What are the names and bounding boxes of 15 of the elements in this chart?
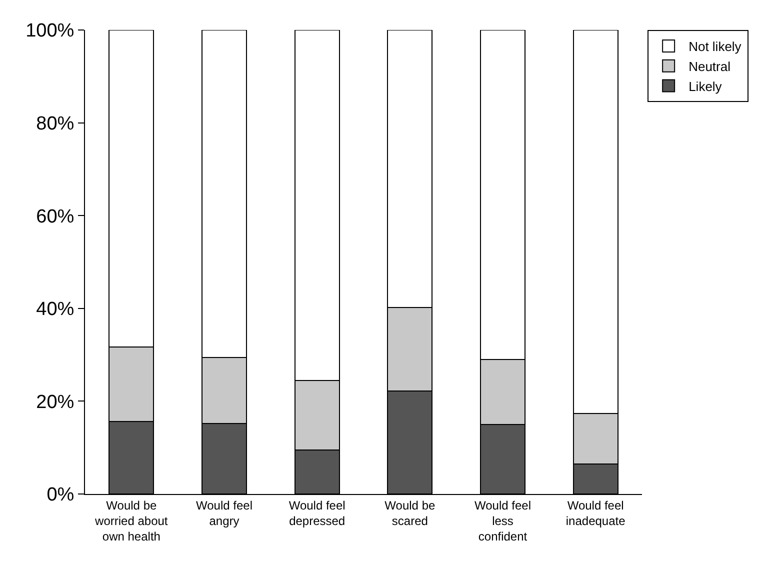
y-tick-label: 60% xyxy=(36,206,74,228)
legend-label: Not likely xyxy=(688,39,742,54)
y-tick-label: 100% xyxy=(26,20,74,42)
y-tick-label: 80% xyxy=(36,113,74,134)
legend-label: Neutral xyxy=(688,58,731,74)
x-tick-label: Would feel depressed xyxy=(288,498,346,528)
x-tick-label: Would be worried about own health xyxy=(94,498,168,544)
y-tick-label: 0% xyxy=(46,484,74,506)
x-tick-label: Would feel angry xyxy=(196,498,252,528)
x-tick-label: Would feel inadequate xyxy=(566,498,626,528)
y-tick-label: 40% xyxy=(36,299,74,320)
y-tick-label: 20% xyxy=(36,392,74,413)
x-tick-label: Would be scared xyxy=(384,498,436,528)
x-tick-label: Would feel less confident xyxy=(474,498,531,544)
legend-label: Likely xyxy=(688,78,722,94)
